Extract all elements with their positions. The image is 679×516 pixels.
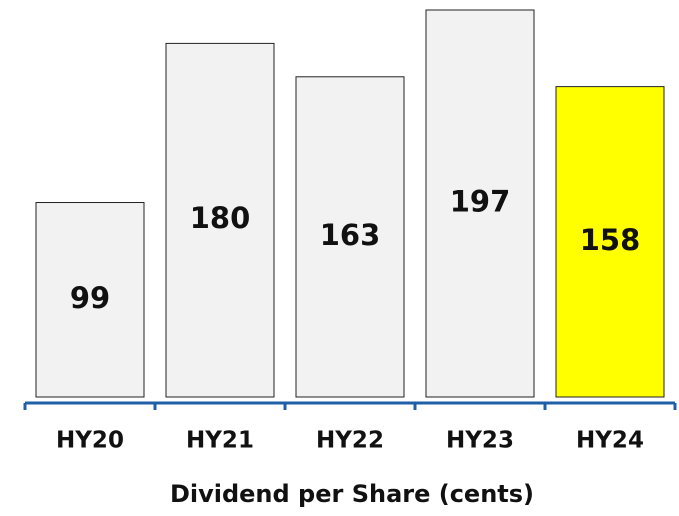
value-label: 163 <box>320 218 381 252</box>
bar <box>555 86 665 398</box>
x-tick-label: HY21 <box>186 428 254 454</box>
x-tick-label: HY22 <box>316 428 384 454</box>
value-label: 99 <box>70 281 110 315</box>
x-tick-label: HY24 <box>576 428 644 454</box>
x-axis-label: Dividend per Share (cents) <box>170 480 534 508</box>
bar <box>165 42 275 398</box>
value-label: 158 <box>580 223 641 257</box>
bar <box>35 202 145 398</box>
value-label: 180 <box>190 201 251 235</box>
value-label: 197 <box>450 185 511 219</box>
bar <box>295 76 405 398</box>
bar <box>425 9 535 398</box>
x-tick-label: HY20 <box>56 428 124 454</box>
x-tick-label: HY23 <box>446 428 514 454</box>
